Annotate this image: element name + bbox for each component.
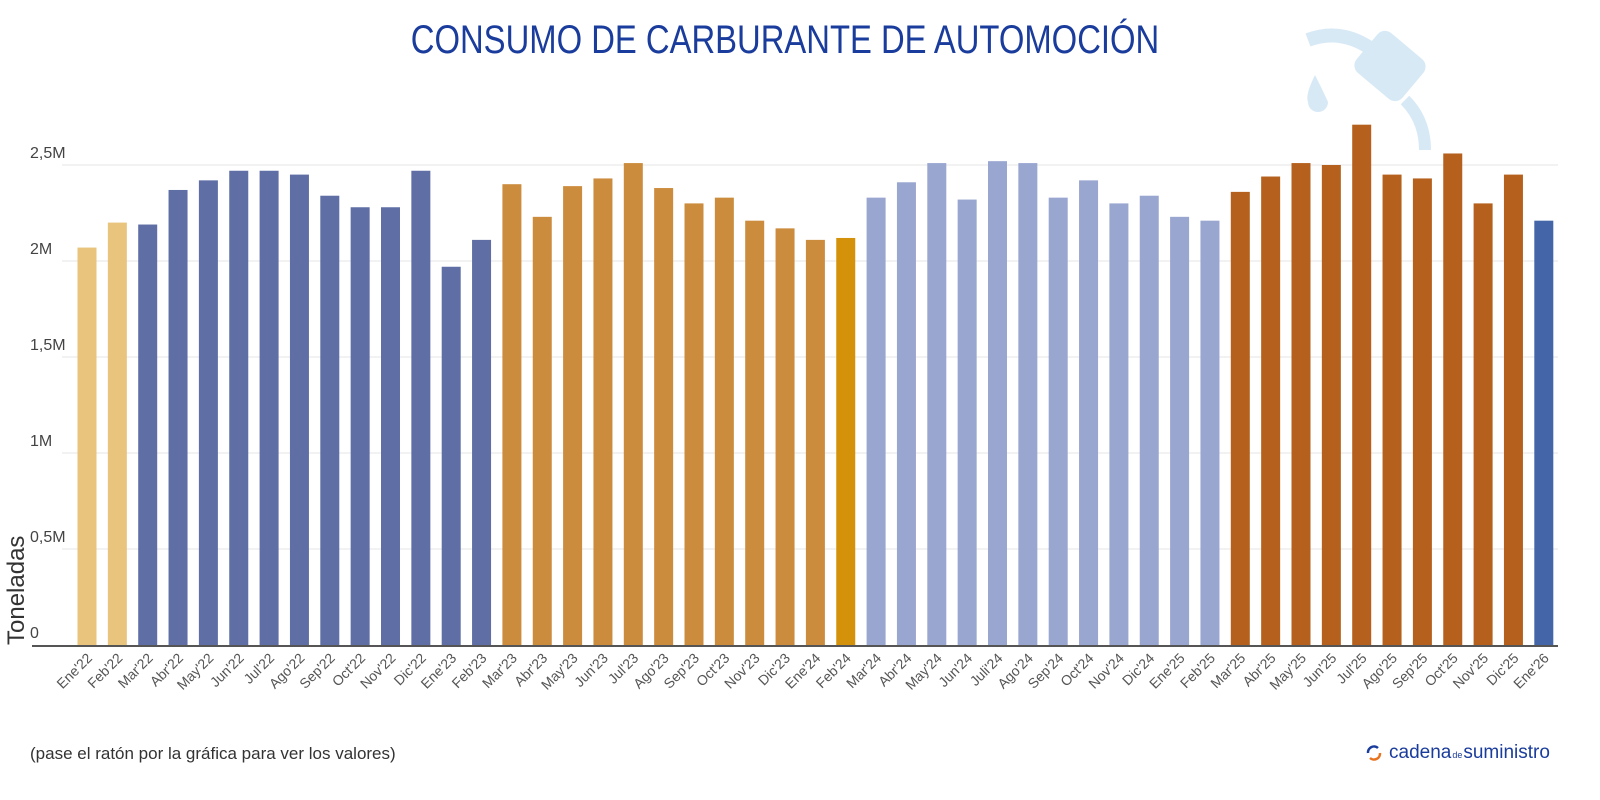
bar[interactable] [168, 189, 188, 645]
bar[interactable] [593, 178, 613, 645]
bar[interactable] [320, 195, 340, 645]
x-tick-label: Mar'23 [479, 650, 520, 691]
bar[interactable] [654, 188, 674, 646]
bar[interactable] [411, 170, 431, 645]
refresh-arrows-icon [1366, 745, 1382, 761]
logo-text-end: suministro [1463, 742, 1550, 763]
y-tick-label: 0 [30, 625, 39, 642]
bar[interactable] [988, 161, 1007, 645]
bar[interactable] [1321, 165, 1341, 645]
bar[interactable] [836, 237, 856, 645]
bar[interactable] [1382, 174, 1402, 645]
x-tick-label: Mar'22 [115, 650, 156, 691]
bar[interactable] [896, 182, 916, 645]
x-tick-label: Mar'25 [1207, 650, 1248, 691]
bar-chart[interactable]: 00,5M1M1,5M2M2,5MToneladasEne'22Feb'22Ma… [0, 0, 1600, 740]
y-axis-label: Toneladas [3, 536, 30, 645]
y-tick-label: 0,5M [30, 529, 66, 546]
brand-logo: cadenadesuministro [1365, 742, 1550, 764]
bar[interactable] [1443, 153, 1463, 646]
bar[interactable] [805, 239, 825, 645]
y-tick-label: 1,5M [30, 337, 66, 354]
bar[interactable] [138, 224, 158, 645]
bar[interactable] [472, 239, 492, 645]
bar[interactable] [107, 222, 127, 645]
bar[interactable] [1230, 191, 1250, 645]
bar[interactable] [259, 170, 279, 645]
x-tick-label: Jun'22 [207, 650, 247, 690]
bar[interactable] [1473, 203, 1493, 645]
x-tick-label: Jun'24 [935, 650, 975, 690]
bar[interactable] [532, 216, 552, 645]
bar[interactable] [1503, 174, 1523, 645]
bar[interactable] [927, 163, 947, 645]
y-tick-label: 2M [30, 241, 52, 258]
bar[interactable] [1018, 163, 1038, 645]
bar[interactable] [1261, 176, 1281, 645]
bar[interactable] [563, 186, 583, 645]
x-tick-label: Jun'23 [571, 650, 611, 690]
x-tick-label: Jun'25 [1299, 650, 1339, 690]
x-tick-label: Mar'24 [843, 650, 884, 691]
logo-text-small: de [1452, 750, 1463, 760]
bar[interactable] [1139, 195, 1159, 645]
bar[interactable] [502, 184, 522, 645]
bar[interactable] [1352, 124, 1372, 646]
bar[interactable] [198, 180, 218, 646]
y-tick-label: 1M [30, 433, 52, 450]
chart-title: CONSUMO DE CARBURANTE DE AUTOMOCIÓN [410, 18, 1160, 62]
bar[interactable] [866, 197, 886, 645]
bar[interactable] [350, 207, 370, 646]
bar[interactable] [289, 174, 309, 645]
bar[interactable] [1291, 163, 1311, 645]
bar[interactable] [1534, 220, 1554, 645]
bar[interactable] [623, 163, 643, 645]
bar[interactable] [957, 199, 977, 645]
y-tick-label: 2,5M [30, 145, 66, 162]
bar[interactable] [775, 228, 795, 646]
bar[interactable] [229, 170, 249, 645]
bar[interactable] [1109, 203, 1129, 645]
bar[interactable] [1048, 197, 1068, 645]
bar[interactable] [714, 197, 734, 645]
bar[interactable] [441, 266, 461, 645]
bar[interactable] [745, 220, 765, 645]
logo-text: cadena [1389, 742, 1452, 763]
bar[interactable] [1079, 180, 1099, 646]
bar[interactable] [381, 207, 400, 646]
hover-hint: (pase el ratón por la gráfica para ver l… [30, 744, 396, 763]
bar[interactable] [684, 203, 704, 645]
bar[interactable] [77, 247, 97, 645]
bar[interactable] [1200, 220, 1220, 645]
bar[interactable] [1170, 216, 1190, 645]
fuel-nozzle-icon [1305, 28, 1431, 151]
bar[interactable] [1412, 178, 1432, 645]
